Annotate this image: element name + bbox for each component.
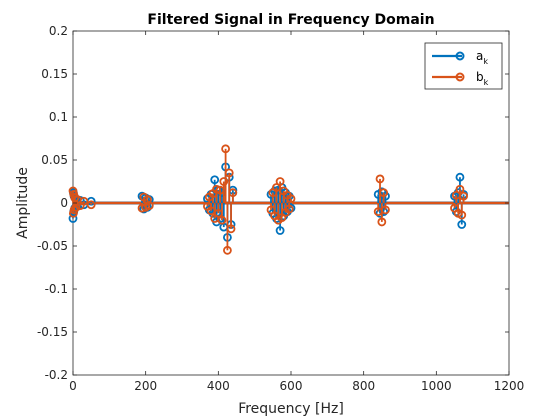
legend-entry-a: ak (432, 49, 488, 66)
x-tick-label: 0 (69, 379, 77, 393)
stem-marker (375, 174, 385, 184)
stem-marker (79, 196, 89, 206)
x-tick-label: 400 (207, 379, 230, 393)
stem-marker (226, 224, 236, 234)
stem-marker (381, 205, 390, 215)
y-tick-label: -0.05 (37, 239, 68, 253)
stem-marker (457, 220, 467, 229)
stem-marker (221, 144, 231, 154)
legend-label-a: ak (476, 49, 488, 66)
stem-marker (379, 188, 389, 198)
series-layer (68, 144, 468, 255)
stem-marker (212, 184, 221, 194)
tick-layer: 0 200 400 600 800 1000 1200 -0.2 -0.15 -0.1 -0.05 0… (37, 24, 524, 393)
y-tick-label: 0.1 (49, 110, 68, 124)
legend-box (424, 42, 503, 90)
stem-marker (459, 191, 468, 201)
chart-title: Filtered Signal in Frequency Domain (147, 12, 434, 28)
x-tick-label: 1000 (421, 379, 452, 393)
legend-marker-a (455, 51, 465, 61)
stem-marker (455, 184, 465, 194)
x-tick-label: 200 (134, 379, 157, 393)
y-axis-label: Amplitude (15, 167, 31, 239)
stem-marker (86, 200, 96, 210)
series-b (68, 144, 468, 255)
y-tick-label: 0.15 (41, 67, 68, 81)
x-tick-label: 600 (280, 379, 303, 393)
stem-marker (210, 175, 220, 185)
stem-marker (379, 207, 389, 217)
x-axis-label: Frequency [Hz] (238, 401, 344, 417)
stem-marker (284, 204, 294, 214)
stem-marker (455, 172, 465, 182)
legend-entry-b: bk (432, 70, 489, 87)
x-tick-label: 1200 (494, 379, 525, 393)
y-tick-label: 0 (60, 196, 68, 210)
y-tick-label: -0.1 (45, 282, 68, 296)
y-tick-label: -0.2 (45, 368, 68, 382)
stem-marker (219, 177, 229, 186)
stem-marker (224, 168, 234, 178)
stem-marker (377, 217, 387, 227)
y-tick-label: 0.05 (41, 153, 68, 167)
stem-marker (137, 203, 147, 213)
legend: ak bk (424, 42, 503, 90)
y-tick-label: -0.15 (37, 325, 68, 339)
legend-label-b: bk (476, 70, 489, 87)
stem-marker (457, 210, 467, 220)
stem-marker (275, 226, 285, 235)
stem-marker (286, 194, 296, 204)
stem-marker (223, 245, 232, 255)
stem-marker (71, 202, 81, 212)
x-tick-label: 800 (352, 379, 375, 393)
stem-marker (217, 215, 227, 225)
y-tick-label: 0.2 (49, 24, 68, 38)
stem-marker (228, 188, 238, 198)
legend-marker-b (455, 72, 465, 82)
stem-marker (275, 177, 285, 186)
stem-marker (144, 201, 154, 210)
